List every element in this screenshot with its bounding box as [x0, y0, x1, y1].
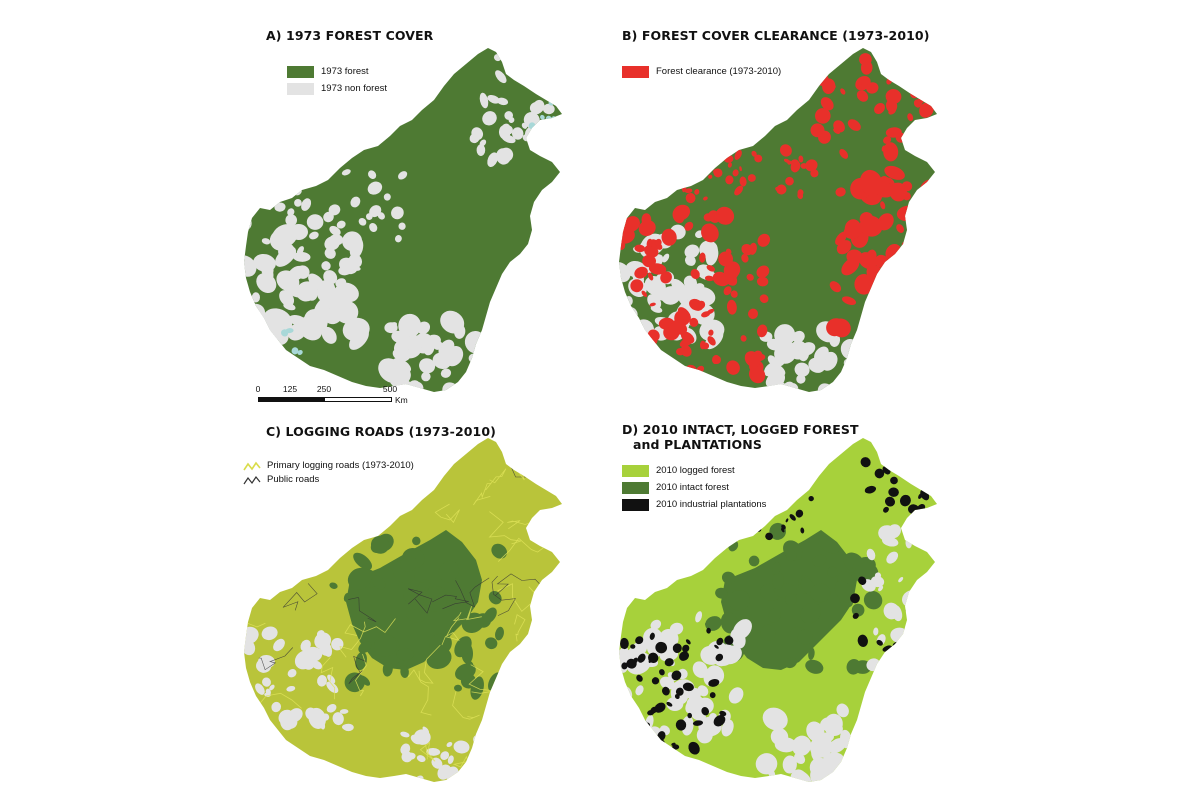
swatch-1973-non-forest: [287, 82, 314, 95]
nonforest-west-central: [274, 169, 408, 246]
legend-label: 2010 logged forest: [656, 465, 735, 476]
clearance-north: [810, 48, 937, 162]
panel-d-title-line1: D) 2010 INTACT, LOGGED FOREST: [622, 422, 859, 437]
panel-a-title: A) 1973 FOREST COVER: [266, 28, 434, 43]
scale-bar: 0 125 250 500 Km: [255, 384, 418, 414]
forest-patches: [329, 533, 508, 700]
legend-item-logged-forest: 2010 logged forest: [622, 464, 766, 477]
nonforest-southwest: [244, 214, 370, 350]
legend-item-public-roads: Public roads: [243, 473, 414, 486]
nonforest-northeast: [469, 54, 560, 168]
legend-label: Public roads: [267, 474, 320, 485]
map-forest-clearance: [619, 48, 937, 392]
panel-c-title: C) LOGGING ROADS (1973-2010): [266, 424, 496, 439]
map-2010-forest-status: [619, 438, 937, 782]
legend-item-forest-clearance: Forest clearance (1973-2010): [622, 65, 781, 78]
scale-bar-black: [258, 397, 324, 402]
legend-label: 1973 non forest: [321, 83, 388, 94]
scale-bar-white: [324, 397, 392, 402]
nonforest-west: [619, 611, 752, 744]
legend-label: 2010 industrial plantations: [656, 499, 767, 510]
scale-tick-500: 500: [382, 384, 398, 394]
panel-b-legend: Forest clearance (1973-2010): [622, 65, 781, 82]
panel-b-title: B) FOREST COVER CLEARANCE (1973-2010): [622, 28, 930, 43]
public-road-line-icon: [243, 475, 261, 484]
swatch-logged-forest: [622, 464, 649, 477]
swatch-forest-clearance: [622, 65, 649, 78]
legend-item-1973-forest: 1973 forest: [287, 65, 387, 78]
nonforest-patches: [244, 626, 354, 732]
panel-a-legend: 1973 forest 1973 non forest: [287, 65, 387, 99]
legend-item-1973-non-forest: 1973 non forest: [287, 82, 387, 95]
legend-item-primary-logging-roads: Primary logging roads (1973-2010): [243, 459, 414, 472]
legend-label: Primary logging roads (1973-2010): [267, 460, 414, 471]
panel-d-title: D) 2010 INTACT, LOGGED FOREST and PLANTA…: [622, 422, 859, 452]
panel-d-legend: 2010 logged forest 2010 intact forest 20…: [622, 464, 766, 515]
panel-d-title-line2: and PLANTATIONS: [633, 437, 762, 452]
swatch-industrial-plantations: [622, 498, 649, 511]
scale-unit: Km: [395, 395, 408, 405]
swatch-intact-forest: [622, 481, 649, 494]
scale-tick-125: 125: [282, 384, 298, 394]
map-logging-roads: [244, 438, 562, 782]
map-1973-forest-cover: [244, 48, 562, 392]
legend-label: Forest clearance (1973-2010): [656, 66, 782, 77]
legend-label: 1973 forest: [321, 66, 369, 77]
scale-tick-0: 0: [255, 384, 261, 394]
primary-road-line-icon: [243, 461, 261, 470]
scale-tick-250: 250: [316, 384, 332, 394]
panel-c-legend: Primary logging roads (1973-2010) Public…: [243, 459, 414, 490]
legend-item-intact-forest: 2010 intact forest: [622, 481, 766, 494]
legend-item-industrial-plantations: 2010 industrial plantations: [622, 498, 766, 511]
legend-label: 2010 intact forest: [656, 482, 729, 493]
swatch-1973-forest: [287, 65, 314, 78]
